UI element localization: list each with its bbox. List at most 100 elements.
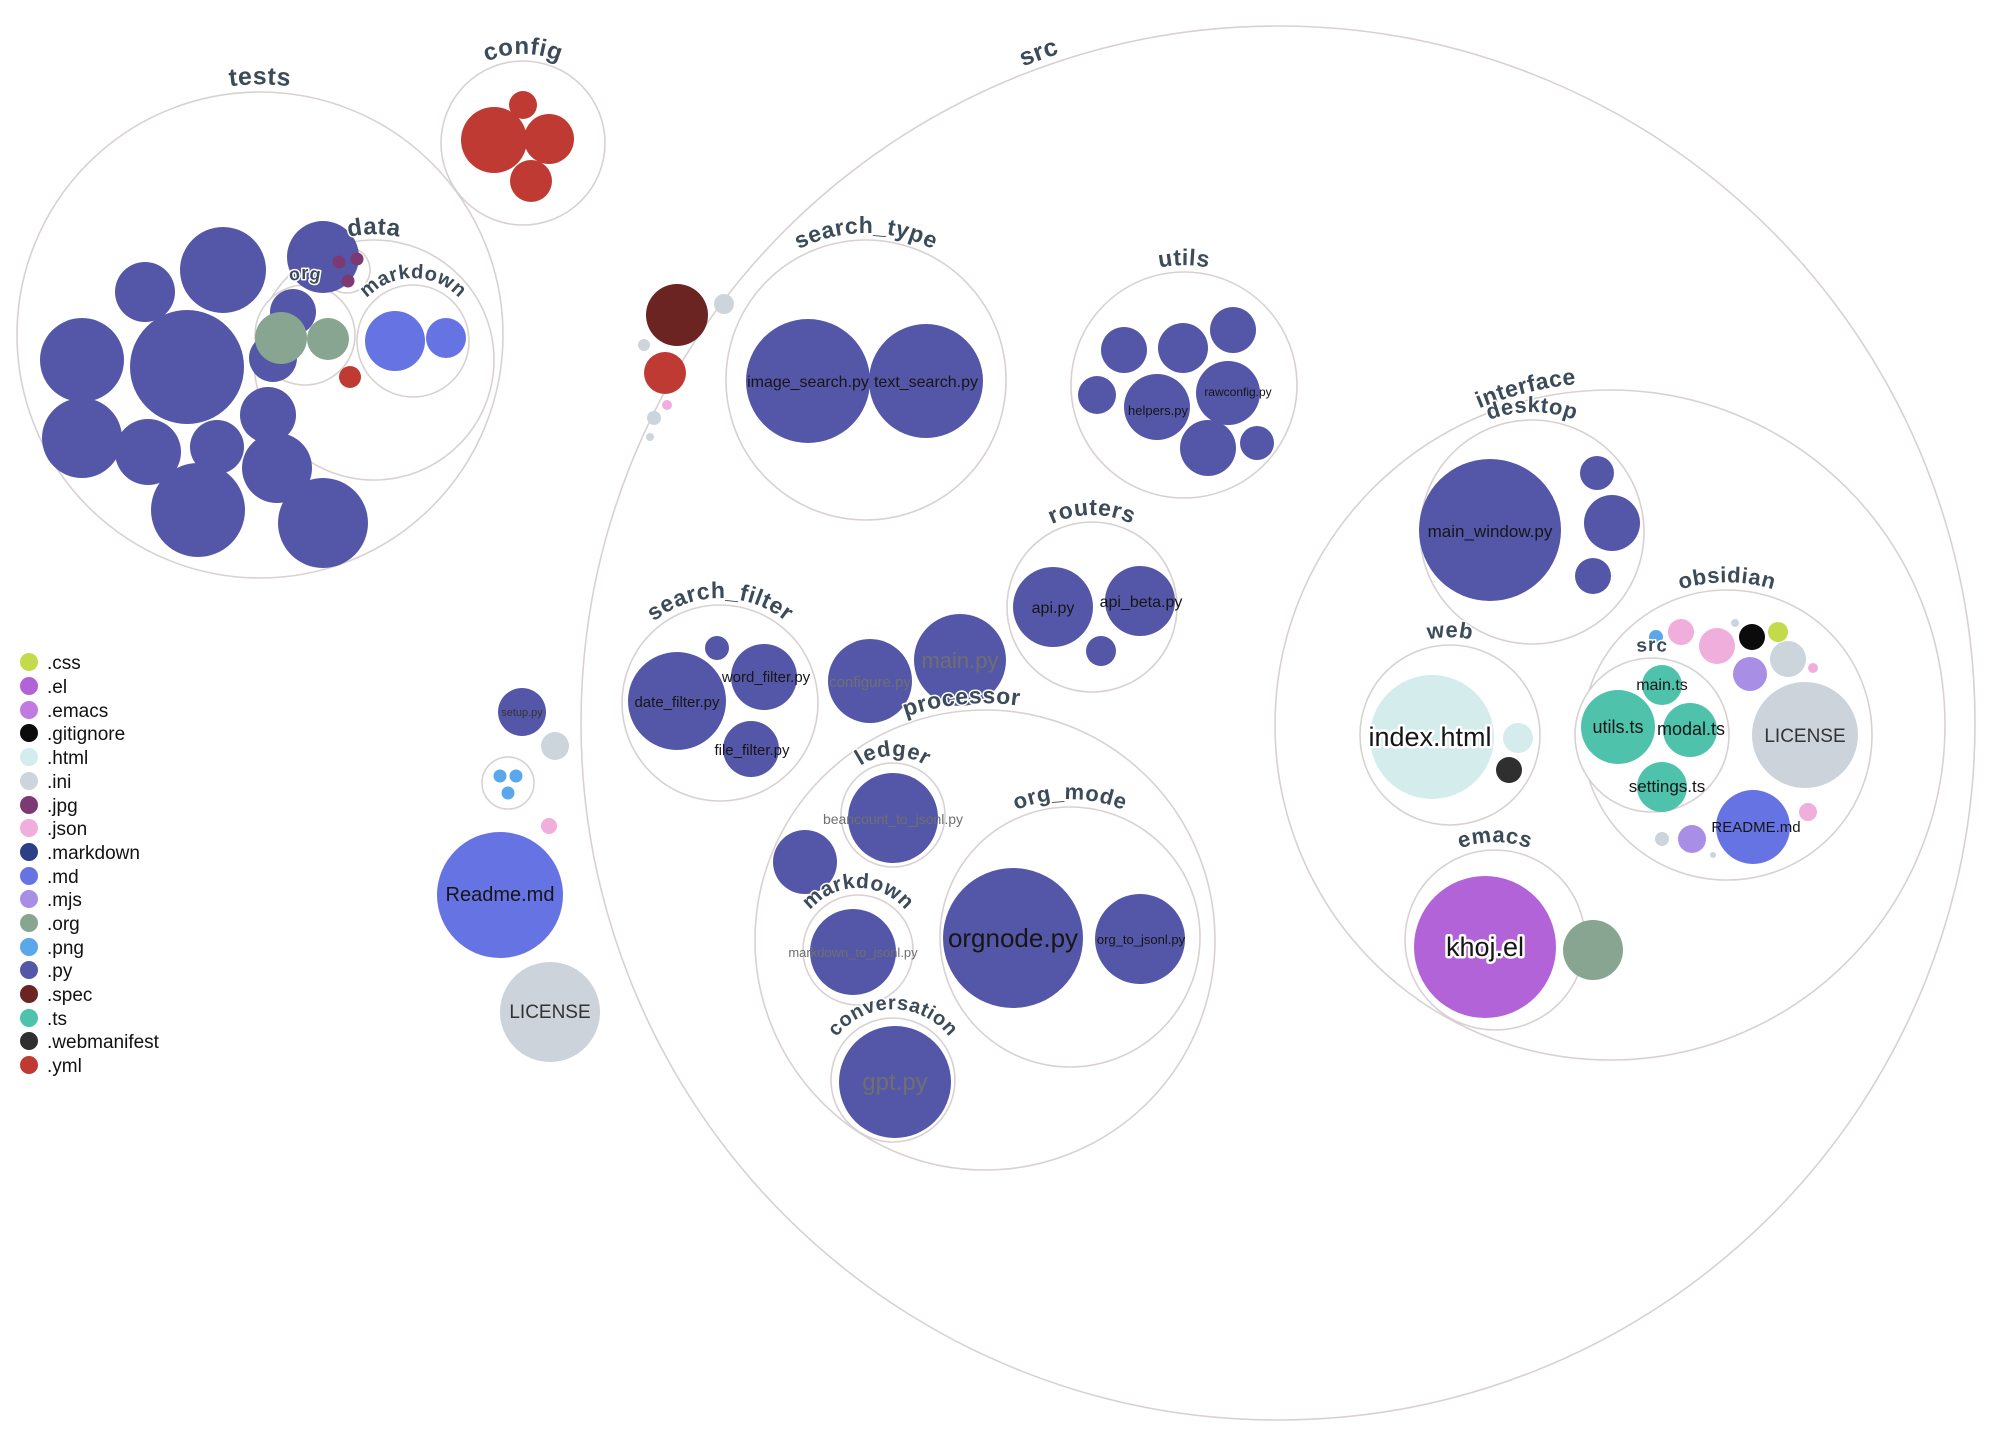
file-circle-json[interactable]	[541, 818, 557, 834]
file-circle-index-html[interactable]	[1370, 675, 1494, 799]
file-circle-jpg[interactable]	[332, 255, 346, 269]
file-circle-py[interactable]	[1078, 376, 1116, 414]
file-circle-py[interactable]	[278, 478, 368, 568]
file-circle-jpg[interactable]	[350, 252, 364, 266]
file-circle-org-to-jsonl-py[interactable]	[1095, 894, 1185, 984]
file-circle-ini[interactable]	[1770, 641, 1806, 677]
file-circle-rawconfig-py[interactable]	[1196, 361, 1260, 425]
file-circle-py[interactable]	[1158, 323, 1208, 373]
file-circle-gitignore[interactable]	[1739, 624, 1765, 650]
file-label-khoj-el: khoj.el	[1446, 932, 1524, 962]
file-circle-image-search-py[interactable]	[746, 319, 870, 443]
file-circle-json[interactable]	[1699, 628, 1735, 664]
file-circle-org[interactable]	[307, 318, 349, 360]
file-circle-org[interactable]	[1563, 920, 1623, 980]
file-circle-py[interactable]	[115, 262, 175, 322]
file-circle-py[interactable]	[40, 318, 124, 402]
file-circle-py[interactable]	[240, 387, 296, 443]
file-circle-json[interactable]	[1808, 663, 1818, 673]
file-circle-md[interactable]	[426, 318, 466, 358]
folder-circle-png-group[interactable]	[481, 756, 535, 810]
file-circle-py[interactable]	[151, 463, 245, 557]
file-circle-api-beta-py[interactable]	[1105, 566, 1175, 636]
file-circle-utils-ts[interactable]	[1581, 690, 1655, 764]
file-circle-readme-md[interactable]	[437, 832, 563, 958]
file-circle-ini[interactable]	[1731, 619, 1739, 627]
file-circle-html[interactable]	[1503, 723, 1533, 753]
file-circle-png[interactable]	[501, 786, 515, 800]
file-circle-py[interactable]	[1580, 456, 1614, 490]
file-circle-jpg[interactable]	[341, 274, 355, 288]
file-circle-yml[interactable]	[510, 160, 552, 202]
file-circle-mjs[interactable]	[1733, 657, 1767, 691]
file-circle-ini[interactable]	[714, 294, 734, 314]
legend-swatch-jpg	[20, 796, 38, 814]
file-circle-py[interactable]	[115, 419, 181, 485]
file-circle-png[interactable]	[1649, 630, 1663, 644]
file-circle-org[interactable]	[255, 312, 307, 364]
file-circle-main-window-py[interactable]	[1419, 459, 1561, 601]
file-circle-png[interactable]	[493, 769, 507, 783]
file-circle-webmanifest[interactable]	[1496, 757, 1522, 783]
file-circle-helpers-py[interactable]	[1124, 374, 1190, 440]
file-circle-css[interactable]	[1768, 622, 1788, 642]
file-circle-py[interactable]	[1240, 426, 1274, 460]
file-circle-json[interactable]	[1799, 803, 1817, 821]
file-circle-json[interactable]	[662, 400, 672, 410]
file-circle-ini[interactable]	[647, 411, 661, 425]
file-circle-py[interactable]	[1101, 327, 1147, 373]
file-circle-py[interactable]	[130, 310, 244, 424]
file-circle-setup-py[interactable]	[498, 688, 546, 736]
folder-label-tests: tests	[226, 61, 293, 94]
file-circle-yml[interactable]	[524, 114, 574, 164]
file-circle-yml[interactable]	[509, 91, 537, 119]
file-circle-py[interactable]	[180, 227, 266, 313]
file-circle-khoj-el[interactable]	[1414, 876, 1556, 1018]
file-circle-png[interactable]	[509, 769, 523, 783]
file-circle-ini[interactable]	[646, 433, 654, 441]
file-circle-yml[interactable]	[461, 107, 527, 173]
file-circle-modal-ts[interactable]	[1663, 703, 1717, 757]
file-circle-py[interactable]	[1575, 558, 1611, 594]
file-circle-yml[interactable]	[339, 366, 361, 388]
legend-swatch-ini	[20, 772, 38, 790]
file-circle-py[interactable]	[705, 636, 729, 660]
file-circle-mjs[interactable]	[1678, 825, 1706, 853]
file-circle-configure-py[interactable]	[828, 639, 912, 723]
file-circle-ini[interactable]	[1710, 852, 1716, 858]
file-circle-ini[interactable]	[541, 732, 569, 760]
file-circle-spec[interactable]	[646, 284, 708, 346]
file-circle-yml[interactable]	[644, 352, 686, 394]
file-circle-main-py[interactable]	[914, 614, 1006, 706]
file-circle-readme-md[interactable]	[1716, 790, 1790, 864]
file-label-text-search-py: text_search.py	[874, 374, 978, 391]
legend-swatch-css	[20, 653, 38, 671]
file-circle-ini[interactable]	[638, 339, 650, 351]
file-circle-text-search-py[interactable]	[869, 324, 983, 438]
file-circle-py[interactable]	[1584, 495, 1640, 551]
file-circle-py[interactable]	[1086, 636, 1116, 666]
file-circle-md[interactable]	[365, 311, 425, 371]
file-circle-markdown-to-jsonl-py[interactable]	[810, 909, 896, 995]
file-circle-beancount-to-jsonl-py[interactable]	[848, 773, 938, 863]
file-circle-main-ts[interactable]	[1642, 665, 1682, 705]
legend-swatch-json	[20, 819, 38, 837]
file-circle-date-filter-py[interactable]	[628, 652, 726, 750]
file-circle-py[interactable]	[1180, 420, 1236, 476]
file-circle-license[interactable]	[500, 962, 600, 1062]
file-circle-ini[interactable]	[1655, 832, 1669, 846]
file-circle-orgnode-py[interactable]	[943, 868, 1083, 1008]
file-circle-py[interactable]	[1210, 307, 1256, 353]
file-circle-py[interactable]	[242, 433, 312, 503]
file-circle-py[interactable]	[287, 221, 359, 293]
file-circle-settings-ts[interactable]	[1637, 762, 1687, 812]
file-circle-py[interactable]	[190, 420, 244, 474]
file-circle-license[interactable]	[1752, 682, 1858, 788]
file-circle-py[interactable]	[773, 830, 837, 894]
file-circle-api-py[interactable]	[1013, 567, 1093, 647]
file-circle-py[interactable]	[42, 398, 122, 478]
file-circle-file-filter-py[interactable]	[723, 721, 779, 777]
file-circle-gpt-py[interactable]	[839, 1026, 951, 1138]
file-circle-word-filter-py[interactable]	[731, 644, 797, 710]
file-circle-json[interactable]	[1668, 619, 1694, 645]
